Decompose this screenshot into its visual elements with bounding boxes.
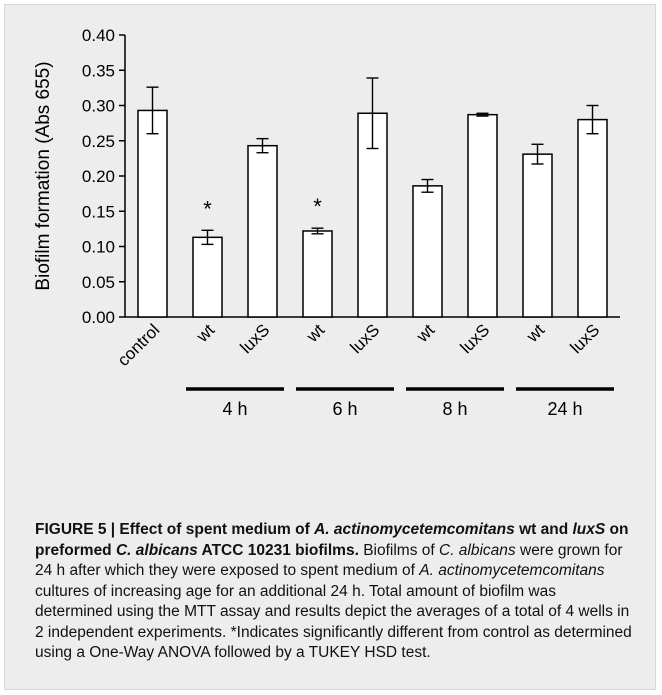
y-tick-label: 0.15 <box>82 202 115 221</box>
bar-2 <box>247 144 278 318</box>
y-tick-label: 0.25 <box>82 132 115 151</box>
bar-0 <box>137 109 168 318</box>
significance-marker-3: * <box>313 194 322 219</box>
caption-segment: were grown for 24 h after which they wer… <box>35 541 623 580</box>
caption-segment: Biofilms of <box>358 541 439 559</box>
y-tick-label: 0.05 <box>82 273 115 292</box>
caption-segment: wt and <box>514 521 573 538</box>
group-label-3: 24 h <box>547 399 582 419</box>
x-category-label-0: control <box>114 320 164 370</box>
caption-segment: luxS <box>572 521 606 538</box>
x-category-label-5: wt <box>412 320 438 346</box>
x-category-label-6: luxS <box>457 320 494 357</box>
bar-7 <box>522 153 553 318</box>
y-tick-label: 0.40 <box>82 26 115 45</box>
significance-marker-1: * <box>203 196 212 221</box>
bar-chart: Biofilm formation (Abs 655) 0.00 0.05 0.10 0… <box>33 26 620 419</box>
figure-caption: FIGURE 5 | Effect of spent medium of A. … <box>35 520 635 664</box>
y-tick-label: 0.10 <box>82 238 115 257</box>
group-label-1: 6 h <box>332 399 357 419</box>
group-label-2: 8 h <box>442 399 467 419</box>
caption-segment: C. albicans <box>115 541 198 559</box>
bar-3 <box>302 230 333 318</box>
y-tick-label: 0.30 <box>82 97 115 116</box>
figure-panel: Biofilm formation (Abs 655) 0.00 0.05 0.10 0… <box>4 4 656 690</box>
caption-segment: A. actinomycetemcomitans <box>419 562 605 579</box>
caption-segment: C. albicans <box>439 541 516 559</box>
x-category-label-8: luxS <box>567 320 604 357</box>
caption-segment: A. actinomycetemcomitans <box>314 521 515 538</box>
y-tick-label: 0.35 <box>82 61 115 80</box>
x-category-label-2: luxS <box>237 320 274 357</box>
group-label-0: 4 h <box>222 399 247 419</box>
caption-segment: ATCC 10231 biofilms. <box>197 541 359 559</box>
y-tick-label: 0.20 <box>82 167 115 186</box>
bar-8 <box>577 118 608 318</box>
x-category-label-7: wt <box>522 320 548 346</box>
bar-6 <box>467 113 498 318</box>
x-category-label-3: wt <box>302 320 328 346</box>
caption-segment: FIGURE 5 | Effect of spent medium of <box>35 521 315 538</box>
x-category-label-1: wt <box>192 320 218 346</box>
x-category-label-4: luxS <box>347 320 384 357</box>
y-axis-title: Biofilm formation (Abs 655) <box>33 61 54 290</box>
caption-segment: on preformed <box>35 521 629 559</box>
bar-1 <box>192 236 223 318</box>
y-tick-label: 0.00 <box>82 308 115 327</box>
caption-segment: cultures of increasing age for an additi… <box>35 582 632 662</box>
bar-5 <box>412 185 443 318</box>
